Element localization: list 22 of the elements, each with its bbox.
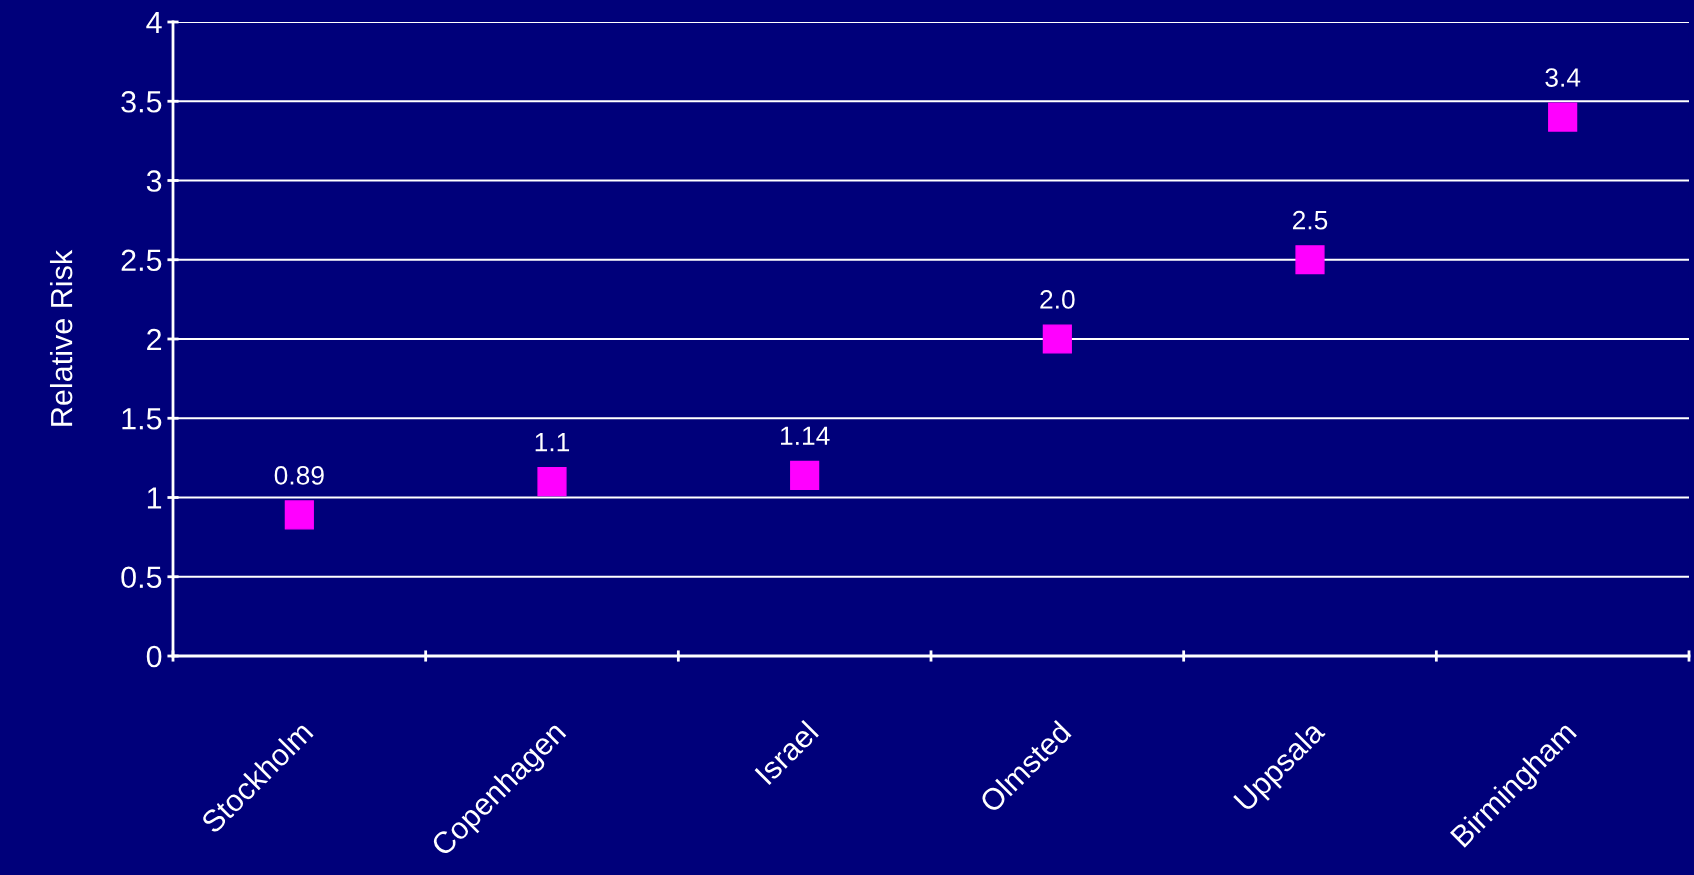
- data-label: 2.0: [1040, 290, 1075, 309]
- data-label: 0.89: [274, 466, 324, 485]
- point: [1295, 245, 1325, 275]
- data-label: 1.14: [781, 426, 830, 445]
- y-axis-title: Relative Risk: [49, 249, 73, 426]
- y-tick-label: 1.5: [122, 408, 162, 430]
- point: [1042, 324, 1072, 354]
- point: [537, 467, 567, 497]
- data-label: 1.1: [535, 433, 570, 452]
- data-label: 2.5: [1292, 210, 1328, 230]
- y-tick-label: 4: [146, 12, 162, 34]
- y-tick-label: 1: [147, 487, 162, 509]
- point: [1548, 102, 1578, 132]
- y-tick-label: 3: [146, 170, 162, 192]
- data-label: 3.4: [1545, 68, 1581, 87]
- y-tick-label: 0.5: [121, 566, 162, 589]
- y-tick-label: 2: [147, 328, 162, 351]
- y-tick-label: 0: [146, 645, 162, 668]
- point: [284, 500, 314, 530]
- point: [790, 460, 820, 490]
- y-tick-label: 3.5: [121, 90, 162, 113]
- y-tick-label: 2.5: [121, 249, 162, 272]
